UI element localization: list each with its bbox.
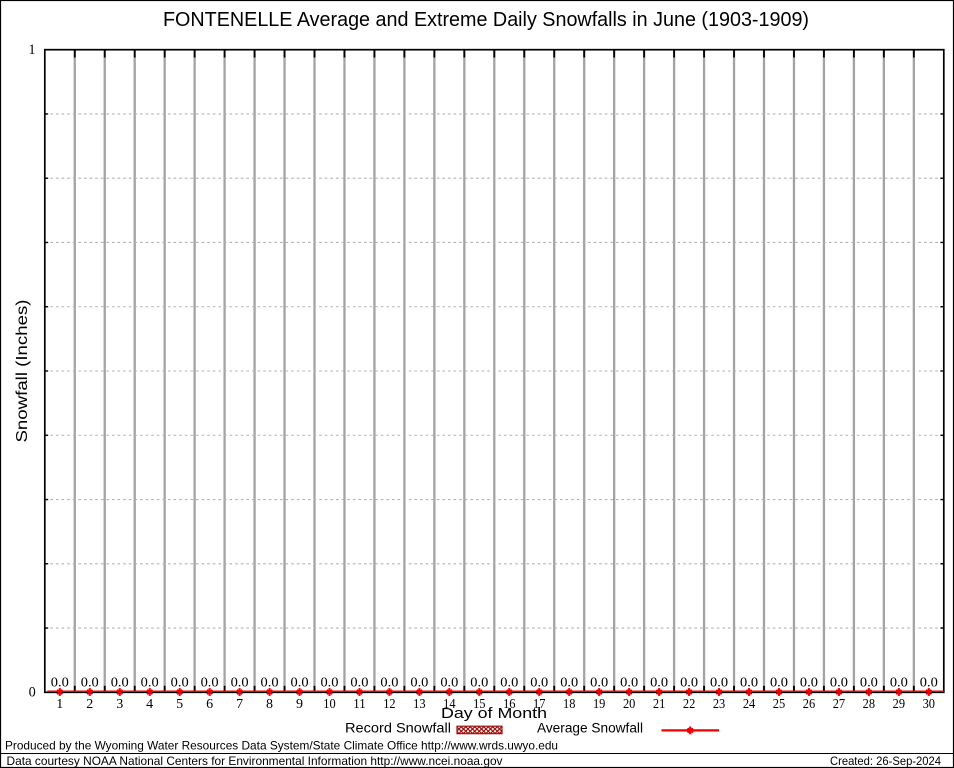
svg-text:5: 5 (176, 697, 183, 712)
svg-text:30: 30 (923, 697, 935, 712)
svg-text:0.0: 0.0 (51, 675, 69, 690)
svg-text:0.0: 0.0 (320, 675, 338, 690)
svg-text:15: 15 (473, 697, 485, 712)
svg-text:4: 4 (146, 697, 153, 712)
svg-text:0.0: 0.0 (650, 675, 668, 690)
svg-text:11: 11 (353, 697, 365, 712)
svg-text:0.0: 0.0 (710, 675, 728, 690)
svg-text:26: 26 (803, 697, 815, 712)
svg-text:0.0: 0.0 (560, 675, 578, 690)
svg-text:0.0: 0.0 (261, 675, 279, 690)
svg-text:Snowfall (Inches): Snowfall (Inches) (14, 300, 31, 443)
svg-text:0.0: 0.0 (141, 675, 159, 690)
svg-text:0.0: 0.0 (470, 675, 488, 690)
svg-text:0.0: 0.0 (920, 675, 938, 690)
svg-text:0.0: 0.0 (81, 675, 99, 690)
svg-text:29: 29 (893, 697, 905, 712)
svg-text:20: 20 (623, 697, 635, 712)
svg-text:10: 10 (323, 697, 335, 712)
svg-text:Average Snowfall: Average Snowfall (537, 721, 643, 736)
svg-text:Produced by the Wyoming Water: Produced by the Wyoming Water Resources … (5, 739, 558, 753)
svg-text:0.0: 0.0 (770, 675, 788, 690)
svg-text:0.0: 0.0 (890, 675, 908, 690)
svg-text:1: 1 (56, 697, 63, 712)
svg-text:3: 3 (116, 697, 123, 712)
svg-text:0.0: 0.0 (830, 675, 848, 690)
svg-text:0.0: 0.0 (500, 675, 518, 690)
svg-text:22: 22 (683, 697, 695, 712)
svg-text:0.0: 0.0 (800, 675, 818, 690)
svg-text:28: 28 (863, 697, 875, 712)
svg-text:0.0: 0.0 (171, 675, 189, 690)
svg-text:0.0: 0.0 (291, 675, 309, 690)
svg-text:21: 21 (653, 697, 665, 712)
svg-text:13: 13 (413, 697, 425, 712)
svg-text:0.0: 0.0 (410, 675, 428, 690)
svg-text:2: 2 (86, 697, 93, 712)
svg-text:0: 0 (29, 684, 36, 700)
svg-text:25: 25 (773, 697, 785, 712)
svg-text:Data courtesy NOAA National Ce: Data courtesy NOAA National Centers for … (7, 754, 503, 768)
svg-text:17: 17 (533, 697, 545, 712)
svg-text:0.0: 0.0 (380, 675, 398, 690)
svg-text:Created: 26-Sep-2024: Created: 26-Sep-2024 (830, 754, 941, 768)
svg-text:23: 23 (713, 697, 725, 712)
svg-text:0.0: 0.0 (620, 675, 638, 690)
svg-text:0.0: 0.0 (590, 675, 608, 690)
svg-text:9: 9 (296, 697, 303, 712)
svg-text:18: 18 (563, 697, 575, 712)
svg-text:0.0: 0.0 (680, 675, 698, 690)
svg-text:0.0: 0.0 (201, 675, 219, 690)
svg-text:6: 6 (206, 697, 213, 712)
svg-text:0.0: 0.0 (231, 675, 249, 690)
svg-text:FONTENELLE Average and Extreme: FONTENELLE Average and Extreme Daily Sno… (163, 9, 809, 31)
svg-text:0.0: 0.0 (740, 675, 758, 690)
svg-text:24: 24 (743, 697, 755, 712)
svg-text:0.0: 0.0 (111, 675, 129, 690)
svg-text:Day of Month: Day of Month (441, 705, 547, 722)
svg-text:19: 19 (593, 697, 605, 712)
svg-text:14: 14 (443, 697, 455, 712)
svg-text:27: 27 (833, 697, 845, 712)
svg-text:7: 7 (236, 697, 243, 712)
svg-text:0.0: 0.0 (530, 675, 548, 690)
svg-text:16: 16 (503, 697, 515, 712)
svg-text:0.0: 0.0 (440, 675, 458, 690)
svg-text:0.0: 0.0 (350, 675, 368, 690)
svg-text:1: 1 (28, 42, 35, 58)
svg-text:8: 8 (266, 697, 273, 712)
svg-text:0.0: 0.0 (860, 675, 878, 690)
svg-text:Record Snowfall: Record Snowfall (345, 721, 451, 736)
svg-text:12: 12 (383, 697, 395, 712)
